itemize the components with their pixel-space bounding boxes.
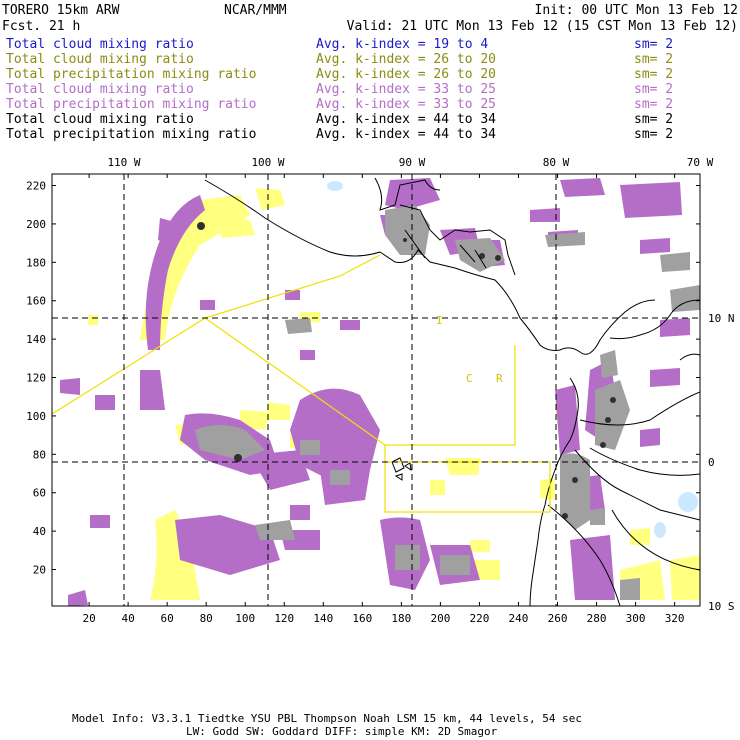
- map-area: I C R: [52, 174, 700, 606]
- x-tick-label: 260: [548, 612, 568, 625]
- x-tick-label: 40: [121, 612, 134, 625]
- y-tick-label: 200: [26, 218, 46, 231]
- x-tick-label: 100: [235, 612, 255, 625]
- x-tick-label: 80: [200, 612, 213, 625]
- lon-label: 110 W: [107, 156, 140, 169]
- graticule: [52, 174, 700, 606]
- lon-label: 100 W: [251, 156, 284, 169]
- legend-kindex: Avg. k-index = 26 to 20: [316, 67, 496, 82]
- legend-field: Total cloud mixing ratio: [6, 52, 194, 67]
- y-tick-label: 40: [33, 525, 46, 538]
- y-tick-label: 220: [26, 180, 46, 193]
- x-tick-label: 320: [665, 612, 685, 625]
- legend-field: Total cloud mixing ratio: [6, 37, 194, 52]
- legend-sm: sm= 2: [634, 82, 673, 97]
- model-info: Model Info: V3.3.1 Tiedtke YSU PBL Thomp…: [72, 712, 582, 725]
- lon-label: 80 W: [543, 156, 570, 169]
- x-tick-label: 240: [509, 612, 529, 625]
- lat-label: 10 N: [708, 312, 735, 325]
- model-title: TORERO 15km ARW: [2, 3, 120, 18]
- valid-time: Valid: 21 UTC Mon 13 Feb 12 (15 CST Mon …: [347, 19, 738, 34]
- lon-label: 70 W: [687, 156, 714, 169]
- max-kindex-cores: [197, 222, 616, 519]
- legend-field: Total cloud mixing ratio: [6, 82, 194, 97]
- region-label: C: [466, 372, 473, 385]
- region-label: R: [496, 372, 503, 385]
- legend-kindex: Avg. k-index = 44 to 34: [316, 112, 496, 127]
- high-kindex-shading: [195, 205, 700, 600]
- legend-sm: sm= 2: [634, 52, 673, 67]
- legend-sm: sm= 2: [634, 127, 673, 142]
- org-label: NCAR/MMM: [224, 3, 287, 18]
- coastlines: [204, 177, 700, 606]
- x-tick-label: 20: [82, 612, 95, 625]
- legend-kindex: Avg. k-index = 44 to 34: [316, 127, 496, 142]
- legend-field: Total precipitation mixing ratio: [6, 67, 256, 82]
- lat-label: 0: [708, 456, 715, 469]
- y-tick-label: 60: [33, 487, 46, 500]
- x-tick-label: 140: [313, 612, 333, 625]
- y-tick-label: 120: [26, 372, 46, 385]
- galapagos-islands: [391, 457, 412, 481]
- lake-shading: [327, 181, 698, 538]
- lat-label: 10 S: [708, 600, 735, 613]
- forecast-hour: Fcst. 21 h: [2, 19, 80, 34]
- legend-sm: sm= 2: [634, 67, 673, 82]
- y-tick-label: 140: [26, 333, 46, 346]
- region-label: I: [436, 314, 443, 327]
- legend: Total cloud mixing ratio Avg. k-index = 1…: [6, 37, 673, 142]
- init-time: Init: 00 UTC Mon 13 Feb 12: [535, 3, 739, 18]
- legend-kindex: Avg. k-index = 19 to 4: [316, 37, 488, 52]
- x-tick-label: 300: [626, 612, 646, 625]
- x-tick-label: 60: [161, 612, 174, 625]
- x-tick-label: 220: [470, 612, 490, 625]
- axes: 20 40 60 80 100 120 140 160 180 200 220 240 260 280 30…: [26, 174, 700, 625]
- legend-sm: sm= 2: [634, 37, 673, 52]
- physics-info: LW: Godd SW: Goddard DIFF: simple KM: 2D…: [186, 725, 498, 738]
- x-tick-label: 120: [274, 612, 294, 625]
- legend-field: Total cloud mixing ratio: [6, 112, 194, 127]
- lon-label: 90 W: [399, 156, 426, 169]
- legend-field: Total precipitation mixing ratio: [6, 97, 256, 112]
- x-tick-label: 280: [587, 612, 607, 625]
- legend-sm: sm= 2: [634, 112, 673, 127]
- legend-kindex: Avg. k-index = 33 to 25: [316, 82, 496, 97]
- y-tick-label: 180: [26, 256, 46, 269]
- map-frame: [51, 173, 701, 607]
- legend-field: Total precipitation mixing ratio: [6, 127, 256, 142]
- x-tick-label: 180: [391, 612, 411, 625]
- legend-sm: sm= 2: [634, 97, 673, 112]
- x-tick-label: 160: [352, 612, 372, 625]
- legend-kindex: Avg. k-index = 26 to 20: [316, 52, 496, 67]
- x-tick-label: 200: [430, 612, 450, 625]
- y-tick-label: 160: [26, 295, 46, 308]
- y-tick-label: 20: [33, 564, 46, 577]
- y-tick-label: 80: [33, 448, 46, 461]
- y-tick-label: 100: [26, 410, 46, 423]
- legend-kindex: Avg. k-index = 33 to 25: [316, 97, 496, 112]
